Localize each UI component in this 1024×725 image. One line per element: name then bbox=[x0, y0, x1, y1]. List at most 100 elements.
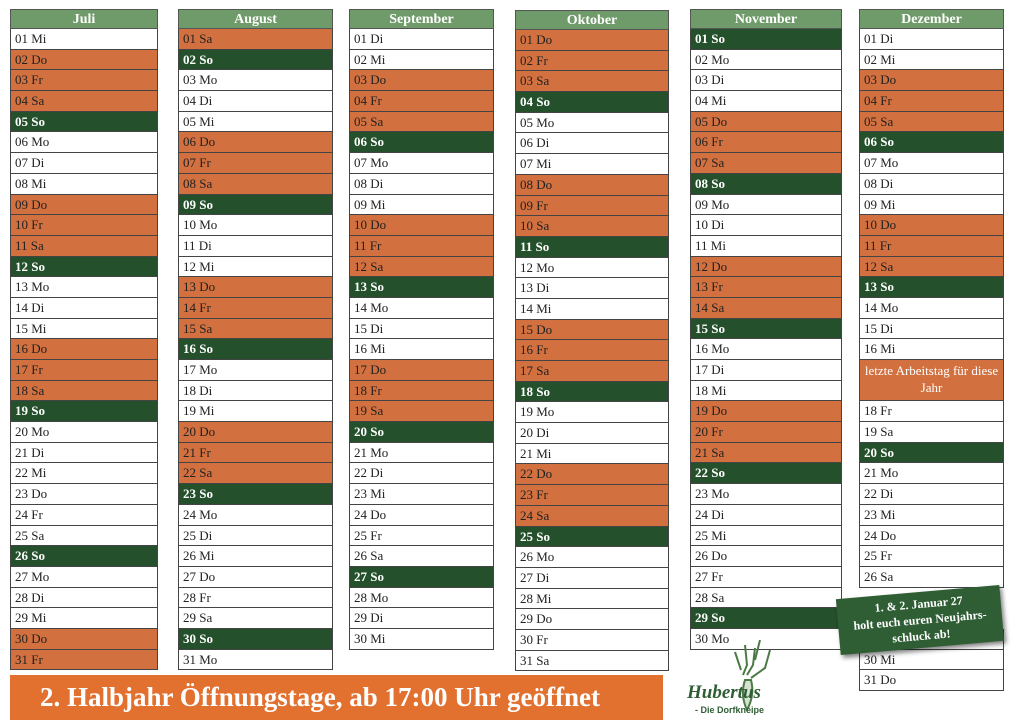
month-column: Dezember 01 Di 02 Mi 03 Do 04 Fr 05 Sa 06 So 07… bbox=[859, 9, 1004, 692]
day-row: 20 Fr bbox=[690, 422, 842, 443]
day-row: 31 Fr bbox=[10, 649, 158, 671]
day-row: 16 So bbox=[178, 339, 333, 360]
day-row: 07 Fr bbox=[178, 153, 333, 174]
day-row: 24 Do bbox=[859, 525, 1004, 547]
day-row: 21 Sa bbox=[690, 442, 842, 464]
day-row: 28 Sa bbox=[690, 587, 842, 609]
day-row: 14 Mo bbox=[349, 297, 494, 319]
day-row: 19 Sa bbox=[859, 422, 1004, 443]
day-row: 24 Sa bbox=[515, 505, 669, 527]
day-row: 27 So bbox=[349, 566, 494, 588]
day-row: 14 Mo bbox=[859, 297, 1004, 319]
day-row: 04 Mi bbox=[690, 91, 842, 112]
day-row: 15 Di bbox=[349, 318, 494, 340]
day-row: 03 Fr bbox=[10, 70, 158, 92]
logo-mark: Hubertus - Die Dorfkneipe bbox=[686, 639, 771, 715]
day-row: 10 Fr bbox=[10, 215, 158, 236]
day-row: 20 Mo bbox=[10, 422, 158, 443]
day-row: 24 Fr bbox=[10, 504, 158, 526]
day-row: 09 Mo bbox=[690, 194, 842, 216]
day-row: 02 Mi bbox=[349, 49, 494, 71]
day-row: 22 Mi bbox=[10, 463, 158, 485]
day-row: 01 Di bbox=[349, 29, 494, 50]
day-row: 20 Do bbox=[178, 422, 333, 443]
day-row: 30 Mi bbox=[349, 628, 494, 650]
day-row: 11 Mi bbox=[690, 235, 842, 257]
day-row: 10 Do bbox=[859, 215, 1004, 236]
day-row: 07 Sa bbox=[690, 153, 842, 174]
day-row: 17 Di bbox=[690, 360, 842, 381]
day-row: 28 Mo bbox=[349, 587, 494, 609]
day-row: 01 So bbox=[690, 29, 842, 50]
day-row: 05 Sa bbox=[859, 111, 1004, 133]
day-row: 08 So bbox=[690, 173, 842, 195]
day-row: 20 So bbox=[349, 422, 494, 443]
day-row: 14 Di bbox=[10, 297, 158, 319]
day-row: 02 Mi bbox=[859, 49, 1004, 71]
day-row: 17 Mo bbox=[178, 360, 333, 381]
day-row: 22 Di bbox=[349, 463, 494, 485]
day-row: 27 Do bbox=[178, 566, 333, 588]
day-row: 16 Mi bbox=[859, 339, 1004, 360]
day-row: 12 Mi bbox=[178, 256, 333, 278]
month-header: Oktober bbox=[515, 10, 669, 30]
day-row: 07 Di bbox=[10, 153, 158, 174]
day-row: 15 Di bbox=[859, 318, 1004, 340]
day-row: 07 Mi bbox=[515, 154, 669, 175]
day-row: 06 So bbox=[349, 132, 494, 154]
day-row: 09 Mi bbox=[349, 194, 494, 216]
day-row: 20 Di bbox=[515, 423, 669, 444]
day-row: 27 Fr bbox=[690, 566, 842, 588]
day-row: 21 Mi bbox=[515, 443, 669, 465]
day-row: 03 Mo bbox=[178, 70, 333, 92]
day-row: 16 Mo bbox=[690, 339, 842, 360]
day-row: 26 So bbox=[10, 546, 158, 567]
day-row: 23 Mo bbox=[690, 484, 842, 505]
day-row: 22 Do bbox=[515, 464, 669, 486]
day-row: 04 Di bbox=[178, 91, 333, 112]
day-row: 24 Do bbox=[349, 504, 494, 526]
day-row: 13 So bbox=[859, 277, 1004, 298]
day-row: 13 So bbox=[349, 277, 494, 298]
day-row: 06 Do bbox=[178, 132, 333, 154]
day-row: 02 So bbox=[178, 49, 333, 71]
day-row: 05 Sa bbox=[349, 111, 494, 133]
day-row: 30 Do bbox=[10, 628, 158, 650]
day-row: 22 Sa bbox=[178, 463, 333, 485]
day-row: 30 So bbox=[178, 628, 333, 650]
day-row: 13 Mo bbox=[10, 277, 158, 298]
day-row: 04 Sa bbox=[10, 91, 158, 112]
day-row: 12 Sa bbox=[859, 256, 1004, 278]
day-row: 01 Di bbox=[859, 29, 1004, 50]
day-row: 21 Di bbox=[10, 442, 158, 464]
day-row: 14 Sa bbox=[690, 297, 842, 319]
day-row: 15 Mi bbox=[10, 318, 158, 340]
month-column: August 01 Sa 02 So 03 Mo 04 Di 05 Mi 06 Do 07 F… bbox=[178, 9, 333, 671]
day-row: 26 Mi bbox=[178, 546, 333, 567]
month-column: Oktober 01 Do 02 Fr 03 Sa 04 So 05 Mo 06 Di 07 … bbox=[515, 10, 669, 672]
day-row: 18 So bbox=[515, 381, 669, 403]
day-row: 10 Do bbox=[349, 215, 494, 236]
day-row: 23 So bbox=[178, 484, 333, 505]
day-row: 30 Fr bbox=[515, 629, 669, 651]
day-row: 25 Fr bbox=[859, 546, 1004, 567]
day-row: 08 Mi bbox=[10, 173, 158, 195]
day-row: 17 Sa bbox=[515, 361, 669, 382]
day-row: 22 So bbox=[690, 463, 842, 485]
day-row: 01 Do bbox=[515, 30, 669, 51]
logo-name: Hubertus bbox=[686, 682, 761, 703]
day-row: 17 Fr bbox=[10, 360, 158, 381]
day-row: 25 Mi bbox=[690, 525, 842, 547]
day-row: 27 Mo bbox=[10, 566, 158, 588]
day-row: 12 So bbox=[10, 256, 158, 278]
month-column: Juli 01 Mi 02 Do 03 Fr 04 Sa 05 So 06 Mo 07 Di 0… bbox=[10, 9, 158, 671]
day-row: 27 Di bbox=[515, 567, 669, 589]
day-row: 29 Sa bbox=[178, 608, 333, 629]
day-row: 01 Mi bbox=[10, 29, 158, 50]
day-row: 09 So bbox=[178, 194, 333, 216]
day-row: 04 Fr bbox=[859, 91, 1004, 112]
month-header: Dezember bbox=[859, 9, 1004, 29]
day-row: 02 Do bbox=[10, 49, 158, 71]
day-row: 28 Mi bbox=[515, 588, 669, 610]
